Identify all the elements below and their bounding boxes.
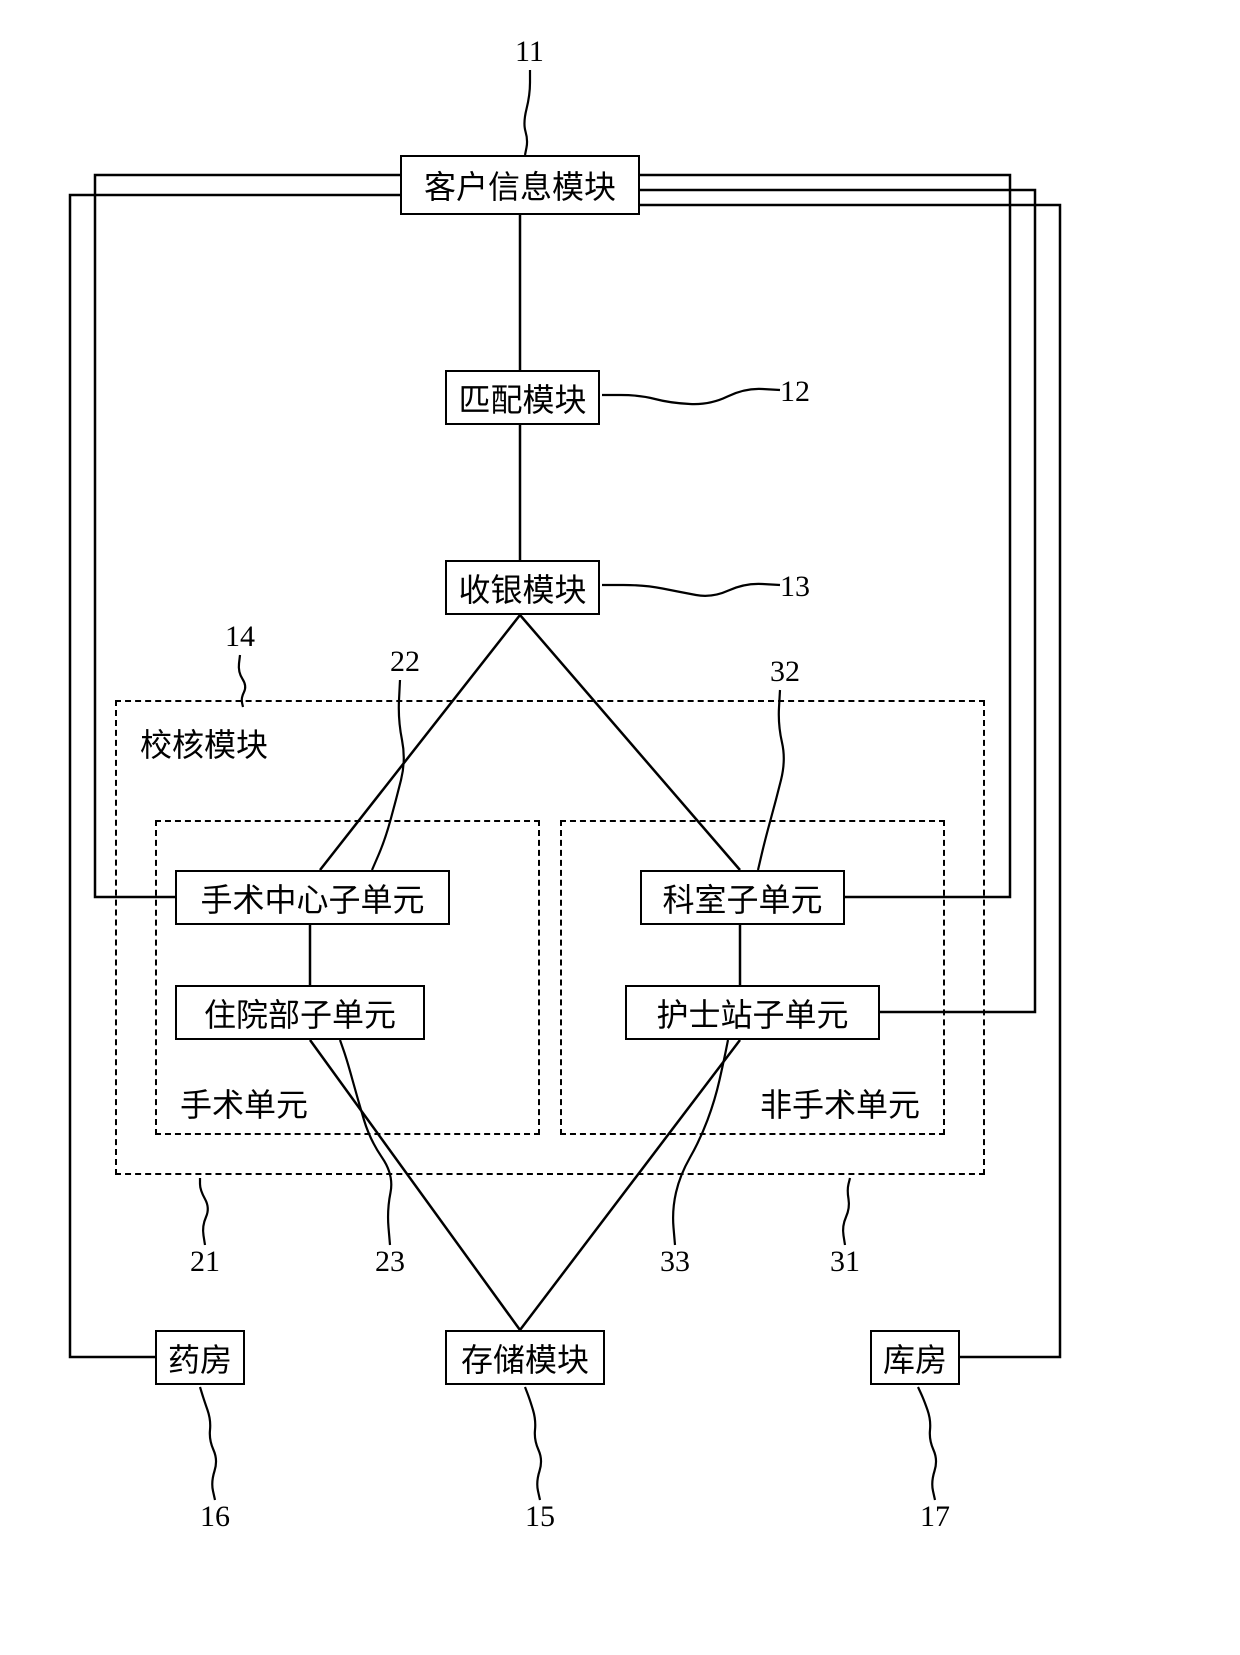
ref-label-33: 33 [660,1245,690,1279]
node-label: 客户信息模块 [424,162,616,208]
node-warehouse: 库房 [870,1330,960,1385]
node-label: 收银模块 [458,565,586,611]
node-pharmacy: 药房 [155,1330,245,1385]
ref-label-17: 17 [920,1500,950,1534]
node-storage: 存储模块 [445,1330,605,1385]
ref-label-23: 23 [375,1245,405,1279]
node-match: 匹配模块 [445,370,600,425]
node-label: 住院部子单元 [204,990,396,1036]
node-label: 护士站子单元 [656,990,848,1036]
ref-label-32: 32 [770,655,800,689]
ref-label-16: 16 [200,1500,230,1534]
dashed-label-nonsurgery-unit: 非手术单元 [760,1080,920,1126]
node-label: 药房 [168,1335,232,1381]
node-label: 手术中心子单元 [200,875,424,921]
node-inpatient-subunit: 住院部子单元 [175,985,425,1040]
node-cashier: 收银模块 [445,560,600,615]
dashed-label-verify: 校核模块 [140,720,268,766]
dashed-label-surgery-unit: 手术单元 [180,1080,308,1126]
node-label: 科室子单元 [662,875,822,921]
ref-label-31: 31 [830,1245,860,1279]
diagram-canvas: 客户信息模块 匹配模块 收银模块 手术中心子单元 住院部子单元 科室子单元 护士… [0,0,1240,1655]
ref-label-22: 22 [390,645,420,679]
node-surgery-center-subunit: 手术中心子单元 [175,870,450,925]
ref-label-14: 14 [225,620,255,654]
node-label: 存储模块 [461,1335,589,1381]
ref-label-11: 11 [515,35,544,69]
node-customer-info: 客户信息模块 [400,155,640,215]
node-label: 库房 [883,1335,947,1381]
ref-label-15: 15 [525,1500,555,1534]
ref-label-21: 21 [190,1245,220,1279]
node-department-subunit: 科室子单元 [640,870,845,925]
node-label: 匹配模块 [458,375,586,421]
node-nurse-station-subunit: 护士站子单元 [625,985,880,1040]
ref-label-13: 13 [780,570,810,604]
ref-label-12: 12 [780,375,810,409]
